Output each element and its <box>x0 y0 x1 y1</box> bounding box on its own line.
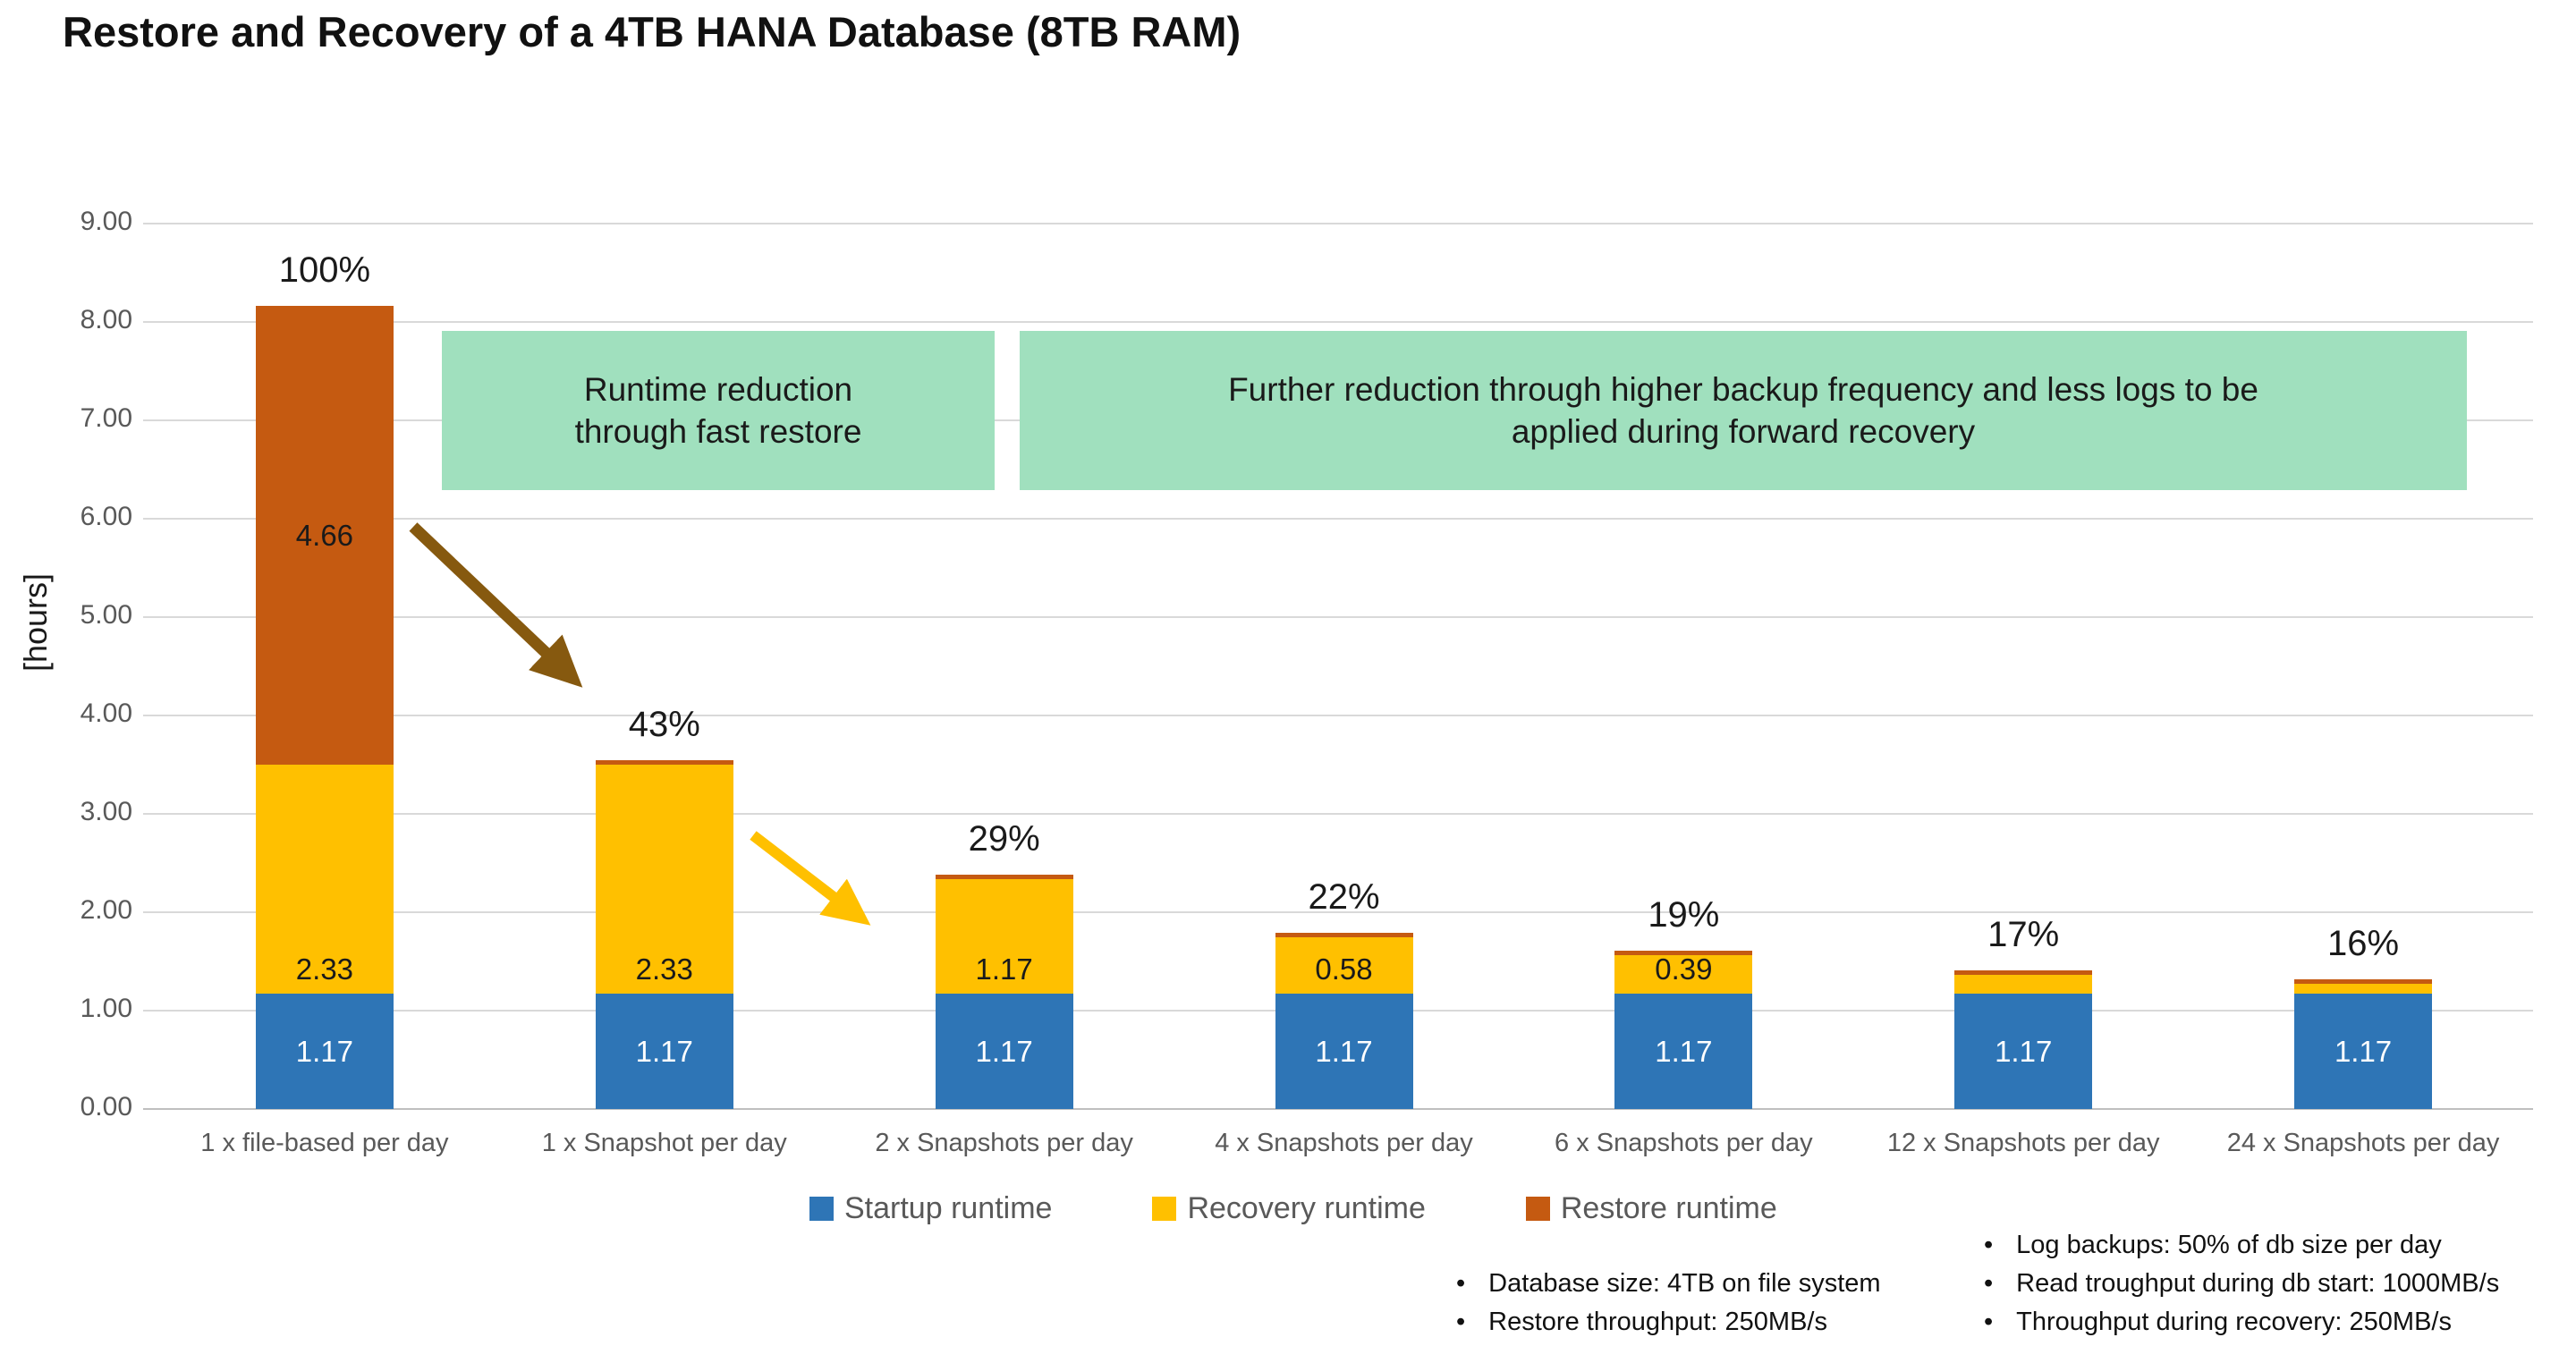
y-tick-label: 8.00 <box>80 305 132 334</box>
gridline <box>143 813 2533 815</box>
note-item: • Log backups: 50% of db size per day <box>1984 1226 2499 1265</box>
note-text: Restore throughput: 250MB/s <box>1488 1308 1827 1336</box>
chart-title: Restore and Recovery of a 4TB HANA Datab… <box>63 8 1241 55</box>
bar-segment-startup-runtime: 1.17 <box>935 994 1073 1109</box>
bullet-icon: • <box>1984 1269 1994 1298</box>
bar-value-label: 1.17 <box>635 1034 693 1068</box>
bar-segment-restore-runtime <box>595 760 733 765</box>
annotation-box-backup-frequency: Further reduction through higher backup … <box>1020 331 2467 490</box>
legend-item-recovery: Recovery runtime <box>1152 1191 1426 1226</box>
gridline <box>143 321 2533 323</box>
note-item: • Throughput during recovery: 250MB/s <box>1984 1303 2499 1342</box>
bar-percent-label: 17% <box>1987 915 2060 955</box>
y-tick-label: 5.00 <box>80 600 132 630</box>
bar-value-label: 1.17 <box>295 1034 354 1068</box>
bullet-icon: • <box>1984 1231 1994 1259</box>
bar-segment-restore-runtime <box>1275 932 1413 937</box>
y-tick-label: 2.00 <box>80 895 132 925</box>
legend-item-restore: Restore runtime <box>1525 1191 1777 1226</box>
startup-swatch-icon <box>809 1197 834 1221</box>
bar-segment-recovery-runtime: 2.33 <box>595 765 733 995</box>
bar-segment-startup-runtime: 1.17 <box>255 994 394 1109</box>
bar-value-label: 0.58 <box>1315 952 1373 986</box>
bar-percent-label: 22% <box>1308 876 1380 917</box>
y-tick-label: 9.00 <box>80 207 132 236</box>
bar-percent-label: 43% <box>628 705 700 744</box>
y-tick-label: 4.00 <box>80 698 132 728</box>
bar-segment-restore-runtime <box>935 874 1073 879</box>
bar-value-label: 1.17 <box>975 1034 1033 1068</box>
bar-value-label: 1.17 <box>1655 1034 1713 1068</box>
bar-segment-restore-runtime <box>1614 951 1753 956</box>
x-category-label: 1 x Snapshot per day <box>541 1129 787 1157</box>
bar-segment-restore-runtime <box>1954 970 2093 976</box>
x-category-label: 6 x Snapshots per day <box>1555 1129 1813 1157</box>
x-category-label: 12 x Snapshots per day <box>1886 1129 2160 1157</box>
x-category-label: 4 x Snapshots per day <box>1215 1129 1473 1157</box>
bullet-icon: • <box>1456 1269 1466 1298</box>
note-item: • Restore throughput: 250MB/s <box>1456 1303 1881 1342</box>
recovery-swatch-icon <box>1152 1197 1177 1221</box>
bar-segment-startup-runtime: 1.17 <box>2294 994 2433 1109</box>
bar-segment-recovery-runtime: 0.58 <box>1275 936 1413 995</box>
note-text: Read troughput during db start: 1000MB/s <box>2016 1269 2500 1298</box>
bar-segment-startup-runtime: 1.17 <box>1614 994 1753 1109</box>
bar-segment-recovery-runtime: 2.33 <box>255 765 394 995</box>
bar-percent-label: 29% <box>968 818 1040 859</box>
y-tick-label: 7.00 <box>80 403 132 433</box>
bar-segment-recovery-runtime: 1.17 <box>935 878 1073 995</box>
notes-left: • Database size: 4TB on file system • Re… <box>1456 1265 1881 1342</box>
legend: Startup runtime Recovery runtime Restore… <box>809 1191 1777 1226</box>
bar-segment-recovery-runtime: 0.39 <box>1614 952 1753 995</box>
gridline <box>143 616 2533 618</box>
bar-segment-startup-runtime: 1.17 <box>595 994 733 1109</box>
bar-segment-startup-runtime: 1.17 <box>1275 994 1413 1109</box>
bar-value-label: 0.39 <box>1655 952 1713 986</box>
legend-item-startup: Startup runtime <box>809 1191 1052 1226</box>
annotation-box-fast-restore: Runtime reduction through fast restore <box>442 331 995 490</box>
legend-label: Restore runtime <box>1560 1191 1777 1225</box>
bar-segment-startup-runtime: 1.17 <box>1954 994 2093 1109</box>
bar-value-label: 2.33 <box>295 952 354 986</box>
note-item: • Read troughput during db start: 1000MB… <box>1984 1265 2499 1303</box>
bar-percent-label: 19% <box>1648 895 1720 935</box>
bar-segment-restore-runtime: 4.66 <box>255 306 394 765</box>
x-category-label: 24 x Snapshots per day <box>2226 1129 2500 1157</box>
bullet-icon: • <box>1456 1308 1466 1336</box>
bar-value-label: 1.17 <box>2334 1034 2393 1068</box>
gridline <box>143 715 2533 716</box>
bar-value-label: 1.17 <box>1995 1034 2053 1068</box>
y-tick-label: 6.00 <box>80 502 132 531</box>
bullet-icon: • <box>1984 1308 1994 1336</box>
gridline <box>143 518 2533 520</box>
bar-segment-recovery-runtime <box>1954 975 2093 995</box>
bar-percent-label: 100% <box>278 250 371 291</box>
notes-right: • Log backups: 50% of db size per day • … <box>1984 1226 2499 1342</box>
legend-label: Recovery runtime <box>1187 1191 1426 1225</box>
bar-value-label: 1.17 <box>1315 1034 1373 1068</box>
note-item: • Database size: 4TB on file system <box>1456 1265 1881 1303</box>
legend-label: Startup runtime <box>844 1191 1053 1225</box>
gridline <box>143 911 2533 913</box>
x-category-label: 2 x Snapshots per day <box>875 1129 1133 1157</box>
bar-value-label: 4.66 <box>295 518 354 552</box>
note-text: Throughput during recovery: 250MB/s <box>2016 1308 2452 1336</box>
y-tick-label: 0.00 <box>80 1092 132 1122</box>
gridline <box>143 223 2533 224</box>
bar-percent-label: 16% <box>2327 924 2400 964</box>
restore-swatch-icon <box>1525 1197 1550 1221</box>
x-axis-line <box>143 1108 2533 1110</box>
bar-segment-restore-runtime <box>2294 979 2433 985</box>
bar-value-label: 2.33 <box>635 952 693 986</box>
bar-value-label: 1.17 <box>975 952 1033 986</box>
bar-segment-recovery-runtime <box>2294 984 2433 995</box>
y-tick-label: 1.00 <box>80 994 132 1023</box>
y-tick-label: 3.00 <box>80 797 132 826</box>
note-text: Log backups: 50% of db size per day <box>2016 1231 2442 1259</box>
note-text: Database size: 4TB on file system <box>1488 1269 1881 1298</box>
x-category-label: 1 x file-based per day <box>200 1129 449 1157</box>
